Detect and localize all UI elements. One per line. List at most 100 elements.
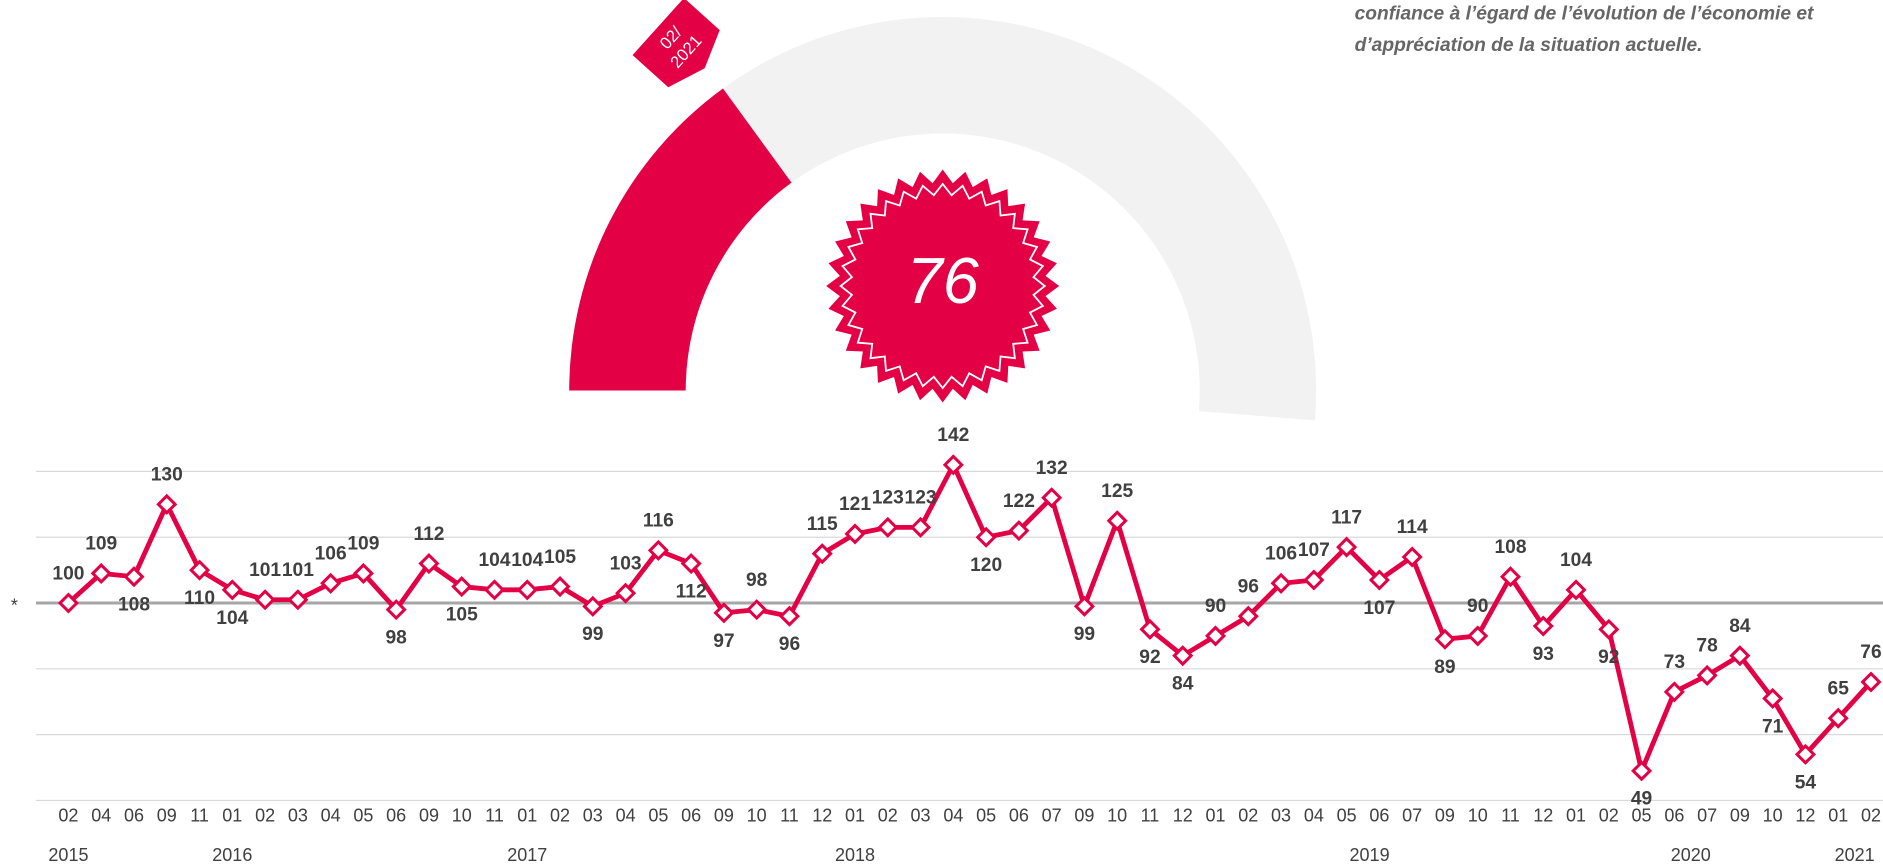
x-tick-label: 10	[1107, 806, 1127, 826]
value-label: 71	[1762, 716, 1784, 737]
x-tick-label: 03	[1271, 806, 1291, 826]
value-label: 121	[839, 494, 871, 515]
year-label: 2017	[507, 845, 547, 865]
value-label: 104	[216, 608, 248, 629]
x-tick-label: 04	[321, 806, 341, 826]
x-tick-label: 12	[1795, 806, 1815, 826]
point-marker	[1041, 487, 1063, 509]
x-tick-label: 06	[386, 806, 406, 826]
gauge-track	[569, 16, 1317, 421]
point-marker	[1794, 743, 1816, 765]
x-tick-label: 06	[681, 806, 701, 826]
x-tick-label: 02	[58, 806, 78, 826]
point-marker	[1237, 605, 1259, 627]
x-tick-label: 09	[419, 806, 439, 826]
value-label: 142	[937, 425, 969, 446]
x-tick-label: 05	[976, 806, 996, 826]
point-marker	[615, 582, 637, 604]
x-tick-label: 09	[1435, 806, 1455, 826]
value-label: 130	[151, 465, 183, 486]
point-marker	[1336, 536, 1358, 558]
x-tick-label: 12	[812, 806, 832, 826]
point-marker	[1172, 645, 1194, 667]
year-label: 2019	[1350, 845, 1390, 865]
point-marker	[1139, 618, 1161, 640]
x-tick-label: 01	[517, 806, 537, 826]
point-marker	[1467, 625, 1489, 647]
point-marker	[1106, 510, 1128, 532]
value-label: 112	[413, 524, 444, 545]
x-tick-label: 05	[648, 806, 668, 826]
x-tick-label: 11	[1141, 806, 1160, 826]
x-tick-label: 01	[1566, 806, 1586, 826]
x-tick-label: 02	[1861, 806, 1881, 826]
x-tick-label: 02	[550, 806, 570, 826]
value-label: 106	[1265, 544, 1297, 565]
value-label: 98	[746, 570, 768, 591]
x-tick-label: 10	[747, 806, 767, 826]
x-tick-label: 02	[255, 806, 275, 826]
point-marker	[1303, 569, 1325, 591]
value-label: 109	[85, 534, 117, 555]
year-label: 2016	[212, 845, 252, 865]
value-label: 115	[807, 514, 838, 535]
point-marker	[156, 493, 178, 515]
value-label: 92	[1598, 647, 1619, 668]
gauge-value	[569, 88, 792, 391]
value-label: 104	[511, 550, 543, 571]
x-tick-label: 06	[1009, 806, 1029, 826]
value-label: 96	[779, 634, 800, 655]
x-tick-label: 07	[1697, 806, 1717, 826]
value-label: 98	[385, 628, 407, 649]
x-tick-label: 11	[780, 806, 799, 826]
point-marker	[287, 589, 309, 611]
value-star	[826, 169, 1060, 403]
point-marker	[1401, 546, 1423, 568]
value-label: 73	[1664, 652, 1685, 673]
x-tick-label: 11	[190, 806, 209, 826]
x-tick-label: 06	[1369, 806, 1389, 826]
x-tick-label: 01	[222, 806, 242, 826]
value-label: 84	[1172, 674, 1194, 695]
x-tick-label: 09	[1074, 806, 1094, 826]
x-tick-label: 07	[1042, 806, 1062, 826]
value-label: 112	[676, 581, 707, 602]
value-label: 90	[1205, 596, 1226, 617]
x-tick-label: 05	[1337, 806, 1357, 826]
value-label: 105	[446, 604, 478, 625]
point-marker	[1827, 707, 1849, 729]
point-marker	[1860, 671, 1882, 693]
value-label: 123	[872, 488, 904, 509]
x-tick-label: 11	[485, 806, 504, 826]
value-label: 78	[1696, 636, 1718, 657]
point-marker	[713, 602, 735, 624]
point-marker	[221, 579, 243, 601]
value-label: 101	[249, 560, 281, 581]
value-label: 107	[1363, 598, 1395, 619]
value-label: 132	[1036, 458, 1068, 479]
point-marker	[418, 553, 440, 575]
value-label: 107	[1298, 540, 1330, 561]
value-label: 105	[544, 547, 576, 568]
point-marker	[582, 595, 604, 617]
point-marker	[778, 605, 800, 627]
x-tick-label: 10	[1763, 806, 1783, 826]
x-tick-label: 03	[583, 806, 603, 826]
point-marker	[1729, 645, 1751, 667]
x-tick-label: 03	[288, 806, 308, 826]
point-marker	[352, 562, 374, 584]
point-marker	[90, 562, 112, 584]
value-label: 89	[1434, 657, 1455, 678]
value-label: 54	[1795, 772, 1817, 793]
value-label: 90	[1467, 596, 1488, 617]
point-marker	[483, 579, 506, 601]
value-label: 103	[610, 553, 642, 574]
x-tick-label: 06	[1664, 806, 1684, 826]
x-tick-label: 01	[1828, 806, 1848, 826]
x-tick-label: 10	[1468, 806, 1488, 826]
point-marker	[123, 566, 145, 588]
x-tick-label: 11	[1501, 806, 1520, 826]
x-tick-label: 12	[1533, 806, 1553, 826]
point-marker	[746, 599, 768, 621]
point-marker	[1073, 595, 1095, 617]
